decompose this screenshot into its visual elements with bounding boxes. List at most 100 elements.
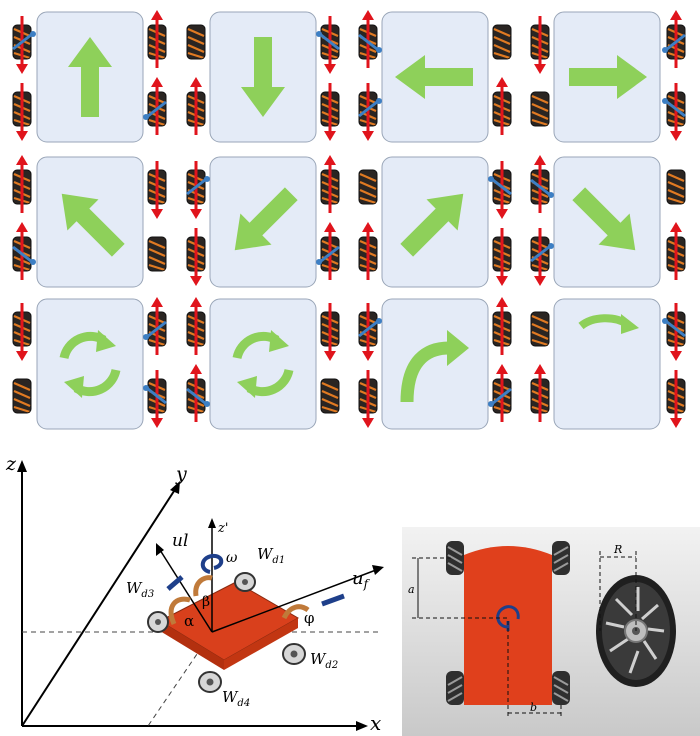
- arrow-down-icon: [241, 37, 285, 117]
- ul-direction-marker: [166, 575, 184, 591]
- mecanum-wheel: [11, 222, 36, 280]
- robot-chassis: [158, 581, 300, 661]
- motion-tile-rotate: [36, 298, 144, 430]
- z-axis-label: z: [5, 453, 17, 475]
- mecanum-wheel: [662, 303, 687, 361]
- motion-tile-turn-right-curve: [381, 298, 489, 430]
- dimension-b-label: b: [530, 701, 537, 714]
- top-wheel-rear-left: [446, 671, 464, 705]
- uf-direction-marker: [321, 593, 345, 607]
- beta-label: β: [202, 594, 210, 610]
- mecanum-wheel: [357, 222, 379, 280]
- robot-chassis-front: [224, 618, 298, 670]
- wheel-d4: [198, 671, 222, 693]
- mecanum-wheel: [529, 228, 554, 286]
- mecanum-wheel: [662, 83, 687, 141]
- short-curved-arrow-icon: [578, 314, 639, 334]
- dimension-r-label: R: [613, 543, 622, 556]
- wheel-d3-label: Wd3: [126, 579, 154, 600]
- omega-label: ω: [226, 550, 238, 566]
- top-wheel-front-left: [446, 541, 464, 575]
- wheel-d4-label: Wd4: [222, 688, 250, 709]
- mecanum-wheel: [143, 297, 168, 355]
- omega-rotation-icon: [200, 553, 224, 574]
- mecanum-wheel: [185, 364, 210, 422]
- mecanum-wheel: [665, 370, 687, 428]
- circular-arrows-icon: [59, 330, 121, 398]
- mecanum-wheel: [146, 10, 168, 68]
- uf-vector: [211, 569, 377, 633]
- mecanum-wheel: [316, 16, 341, 74]
- mecanum-wheel: [319, 303, 341, 361]
- mecanum-wheel: [11, 377, 33, 415]
- wheel-d2-label: Wd2: [310, 650, 338, 671]
- arrow-up-icon: [68, 37, 112, 117]
- mecanum-wheel: [357, 10, 382, 68]
- mecanum-wheel: [11, 16, 36, 74]
- wheel-d1: [234, 572, 256, 592]
- mecanum-wheel: [11, 83, 33, 141]
- mecanum-wheel: [143, 370, 168, 428]
- top-wheel-rear-right: [552, 671, 570, 705]
- mecanum-wheel: [491, 77, 513, 135]
- phi-arc: [281, 604, 310, 620]
- arrow-left-icon: [395, 55, 473, 99]
- mecanum-wheel: [185, 161, 210, 219]
- mecanum-wheel: [488, 161, 513, 219]
- mecanum-wheel: [491, 297, 513, 355]
- mecanum-wheel: [529, 16, 551, 74]
- top-wheel-front-right: [552, 541, 570, 575]
- arrow-up-left-icon: [61, 193, 125, 257]
- mecanum-wheel: [665, 222, 687, 280]
- mecanum-wheel: [185, 23, 207, 61]
- arrow-down-right-icon: [572, 187, 636, 251]
- z-axis-arrowhead: [17, 460, 27, 472]
- mecanum-wheel: [529, 364, 551, 422]
- arrow-up-right-icon: [400, 193, 464, 257]
- mecanum-wheel: [665, 168, 687, 206]
- motion-tile-pivot-turn: [553, 298, 661, 430]
- circular-arrows-icon: [232, 330, 294, 398]
- mecanum-wheel: [11, 155, 33, 213]
- mecanum-wheel: [488, 364, 513, 422]
- alpha-arc: [168, 596, 191, 626]
- phi-label: φ: [304, 609, 315, 627]
- mecanum-wheel: [529, 155, 554, 213]
- z-prime-label: z': [217, 521, 228, 536]
- x-axis-arrowhead: [356, 721, 368, 731]
- mecanum-wheel: [357, 370, 379, 428]
- mecanum-wheel: [319, 155, 341, 213]
- motion-tile-rotate: [209, 298, 317, 430]
- mecanum-wheel: [146, 161, 168, 219]
- mecanum-wheel: [185, 228, 207, 286]
- mecanum-wheel: [357, 83, 382, 141]
- y-axis: [21, 487, 177, 727]
- wheel-d3: [147, 611, 169, 633]
- curved-arrow-icon: [400, 330, 469, 403]
- movement-patterns-grid: [11, 10, 687, 430]
- mecanum-wheel: [146, 235, 168, 273]
- y-axis-label: y: [175, 463, 187, 485]
- ul-label: ul: [172, 531, 188, 551]
- mecanum-wheel: [11, 303, 33, 361]
- uf-arrowhead: [372, 565, 384, 575]
- mecanum-wheel: [185, 77, 207, 135]
- uf-label: uf: [352, 568, 371, 591]
- mecanum-wheel: [143, 77, 168, 135]
- y-axis-arrowhead: [170, 481, 180, 494]
- alpha-label: α: [184, 612, 194, 630]
- mecanum-wheel: [357, 303, 382, 361]
- rotation-symbol-icon: [496, 605, 520, 629]
- mecanum-wheel: [185, 297, 207, 355]
- mecanum-wheel: [491, 23, 513, 61]
- arrow-down-left-icon: [234, 187, 298, 251]
- mecanum-wheel: [357, 168, 379, 206]
- dimension-a-label: a: [408, 583, 415, 596]
- kinematics-diagram: z y x z' ω ul uf α β φ Wd1 Wd2 Wd3 Wd4: [5, 453, 384, 735]
- arrow-right-icon: [569, 55, 647, 99]
- x-axis-label: x: [370, 711, 381, 735]
- beta-arc: [193, 575, 213, 597]
- ul-vector: [159, 549, 213, 633]
- mecanum-wheel: [319, 377, 341, 415]
- robot-chassis-side: [160, 621, 224, 670]
